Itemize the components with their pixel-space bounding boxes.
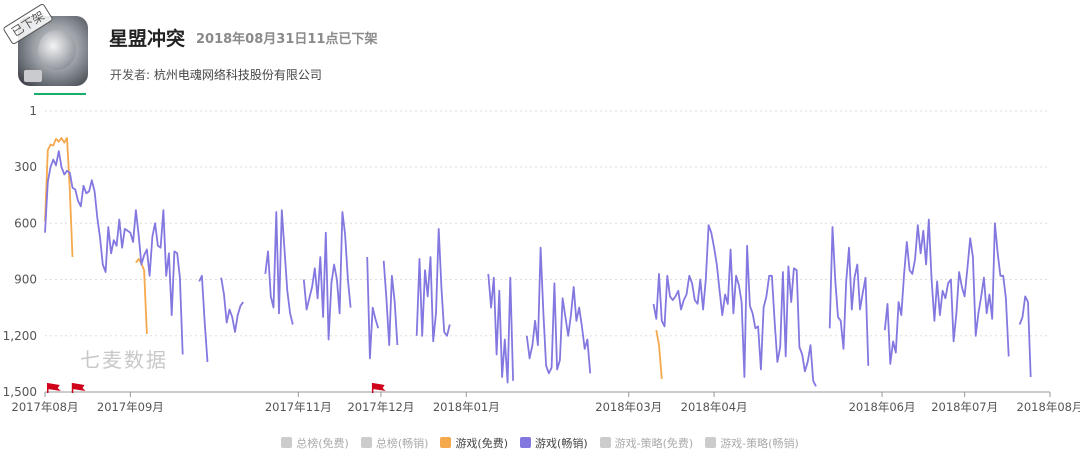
developer-name[interactable]: 杭州电魂网络科技股份有限公司 — [153, 68, 322, 82]
legend-item[interactable]: 游戏(畅销) — [520, 435, 588, 451]
legend-swatch — [440, 436, 452, 448]
y-tick-label: 1,200 — [3, 329, 37, 343]
series-line — [135, 258, 148, 334]
legend-label: 游戏-策略(免费) — [614, 436, 694, 450]
legend-label: 总榜(免费) — [296, 436, 349, 450]
event-flag-icon[interactable] — [47, 383, 61, 393]
series-line — [487, 273, 514, 384]
legend-swatch — [705, 436, 717, 448]
app-header: 已下架 星盟冲突 2018年08月31日11点已下架 开发者: 杭州电魂网络科技… — [0, 0, 1080, 100]
series-line — [525, 246, 592, 375]
series-line — [198, 274, 209, 363]
y-tick-label: 900 — [14, 273, 37, 287]
series-line — [44, 150, 184, 355]
icon-badge — [24, 70, 42, 82]
series-line — [1018, 295, 1032, 378]
legend-label: 游戏-策略(畅销) — [720, 436, 799, 450]
watermark: 七麦数据 — [80, 348, 168, 372]
x-tick-label: 2018年07月 — [931, 400, 998, 414]
legend-swatch — [599, 436, 611, 448]
legend-swatch — [281, 436, 293, 448]
series-line — [652, 224, 817, 387]
x-tick-label: 2017年12月 — [347, 400, 414, 414]
x-tick-label: 2017年11月 — [265, 400, 332, 414]
series-line — [828, 226, 870, 366]
developer-row: 开发者: 杭州电魂网络科技股份有限公司 — [110, 66, 322, 83]
y-tick-label: 300 — [14, 160, 37, 174]
x-tick-label: 2018年01月 — [433, 400, 500, 414]
y-tick-label: 600 — [14, 216, 37, 230]
chart-legend: 总榜(免费) 总榜(畅销) 游戏(免费) 游戏(畅销) 游戏-策略(免费) 游戏-策略(畅… — [0, 432, 1080, 451]
icon-underline — [34, 93, 86, 95]
x-tick-label: 2018年08月 — [1017, 400, 1080, 414]
legend-label: 总榜(畅销) — [375, 436, 429, 450]
legend-item[interactable]: 游戏-策略(免费) — [599, 435, 694, 451]
x-tick-label: 2018年06月 — [849, 400, 916, 414]
legend-swatch — [520, 436, 532, 448]
x-tick-label: 2017年08月 — [12, 400, 79, 414]
series-line — [415, 228, 451, 343]
app-title[interactable]: 星盟冲突 — [109, 28, 186, 50]
y-tick-label: 1 — [29, 104, 37, 118]
event-flag-icon[interactable] — [371, 383, 386, 393]
series-line — [883, 218, 1010, 365]
y-tick-label: 1,500 — [3, 385, 37, 399]
app-icon — [18, 16, 88, 86]
series-line — [44, 137, 74, 258]
event-flag-icon[interactable] — [71, 383, 86, 393]
series-line — [366, 256, 380, 360]
legend-item[interactable]: 游戏(免费) — [440, 435, 508, 451]
helmet-graphic — [38, 30, 76, 70]
x-tick-label: 2018年04月 — [681, 400, 748, 414]
x-tick-label: 2017年09月 — [97, 400, 164, 414]
developer-label: 开发者: — [110, 68, 151, 82]
legend-label: 游戏(畅销) — [535, 436, 588, 450]
legend-item[interactable]: 游戏-策略(畅销) — [705, 435, 799, 451]
series-line — [302, 211, 352, 341]
series-line — [655, 329, 663, 379]
legend-item[interactable]: 总榜(畅销) — [360, 435, 429, 451]
series-line — [382, 260, 399, 346]
legend-swatch — [360, 436, 372, 448]
series-line — [264, 209, 294, 325]
legend-item[interactable]: 总榜(免费) — [281, 435, 349, 451]
app-status: 2018年08月31日11点已下架 — [196, 32, 378, 47]
legend-label: 游戏(免费) — [455, 436, 509, 450]
x-tick-label: 2018年03月 — [595, 400, 662, 414]
series-line — [220, 277, 244, 333]
